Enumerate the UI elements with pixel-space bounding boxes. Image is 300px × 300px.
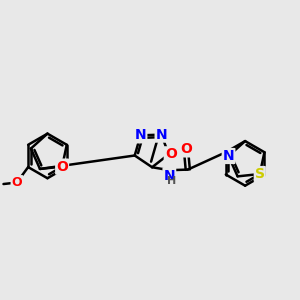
- Text: S: S: [255, 167, 265, 181]
- Text: H: H: [167, 176, 176, 187]
- Text: N: N: [156, 128, 167, 142]
- Text: O: O: [181, 142, 193, 156]
- Text: N: N: [164, 169, 175, 183]
- Text: N: N: [223, 149, 234, 163]
- Text: O: O: [11, 176, 22, 189]
- Text: O: O: [165, 147, 177, 161]
- Text: O: O: [56, 160, 68, 174]
- Text: N: N: [135, 128, 146, 142]
